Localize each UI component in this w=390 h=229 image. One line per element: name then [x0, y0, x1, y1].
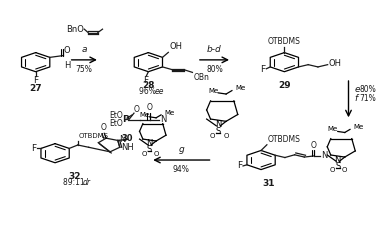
Text: 80%: 80% — [206, 65, 223, 74]
Text: Me: Me — [164, 110, 175, 116]
Text: 32: 32 — [68, 172, 81, 181]
Text: e: e — [355, 85, 360, 94]
Text: 28: 28 — [142, 81, 154, 90]
Text: N: N — [321, 151, 327, 161]
Text: g: g — [179, 145, 184, 154]
Text: OTBDMS: OTBDMS — [78, 133, 108, 139]
Text: S: S — [335, 162, 340, 171]
Text: P: P — [122, 115, 128, 124]
Text: N: N — [335, 156, 341, 165]
Text: O: O — [342, 167, 347, 173]
Text: N: N — [146, 139, 152, 148]
Text: N: N — [215, 120, 222, 129]
Text: F: F — [33, 76, 38, 85]
Text: EtO: EtO — [109, 119, 123, 128]
Text: N: N — [160, 115, 167, 124]
Text: dr: dr — [82, 178, 90, 187]
Text: 94%: 94% — [173, 165, 190, 174]
Text: O: O — [210, 133, 215, 139]
Text: Me: Me — [236, 85, 246, 91]
Text: N: N — [119, 135, 126, 144]
Text: O: O — [133, 105, 139, 114]
Text: ee: ee — [154, 87, 164, 96]
Text: EtO: EtO — [109, 111, 123, 120]
Text: f: f — [355, 94, 358, 103]
Text: S: S — [147, 145, 152, 154]
Text: OTBDMS: OTBDMS — [267, 135, 300, 144]
Text: Me: Me — [353, 124, 364, 130]
Text: F: F — [261, 65, 266, 74]
Text: OH: OH — [169, 42, 182, 51]
Text: 30: 30 — [121, 134, 133, 143]
Text: 29: 29 — [278, 81, 291, 90]
Text: OH: OH — [329, 60, 342, 68]
Text: 27: 27 — [29, 84, 42, 93]
Text: OTBDMS: OTBDMS — [268, 38, 301, 46]
Text: NH: NH — [121, 143, 134, 152]
Text: F: F — [31, 144, 36, 153]
Text: Me: Me — [208, 88, 218, 94]
Text: O: O — [101, 123, 107, 133]
Text: O: O — [330, 167, 335, 173]
Text: O: O — [153, 151, 159, 157]
Text: 31: 31 — [262, 179, 275, 188]
Text: 89:11: 89:11 — [62, 178, 87, 187]
Text: S: S — [216, 127, 221, 136]
Text: 75%: 75% — [76, 65, 93, 74]
Text: 71%: 71% — [359, 94, 376, 103]
Text: F: F — [237, 161, 242, 170]
Text: Me: Me — [139, 112, 149, 118]
Text: H: H — [64, 61, 70, 70]
Text: b-d: b-d — [207, 45, 222, 54]
Text: BnO: BnO — [66, 25, 84, 34]
Text: O: O — [64, 46, 71, 55]
Text: OBn: OBn — [193, 73, 209, 82]
Text: O: O — [142, 151, 147, 157]
Text: 80%: 80% — [359, 85, 376, 94]
Text: 96%: 96% — [139, 87, 158, 96]
Text: O: O — [223, 133, 229, 139]
Text: O: O — [147, 103, 152, 112]
Text: Me: Me — [328, 126, 338, 132]
Text: O: O — [311, 141, 317, 150]
Text: F: F — [144, 76, 149, 85]
Text: a: a — [82, 45, 87, 54]
